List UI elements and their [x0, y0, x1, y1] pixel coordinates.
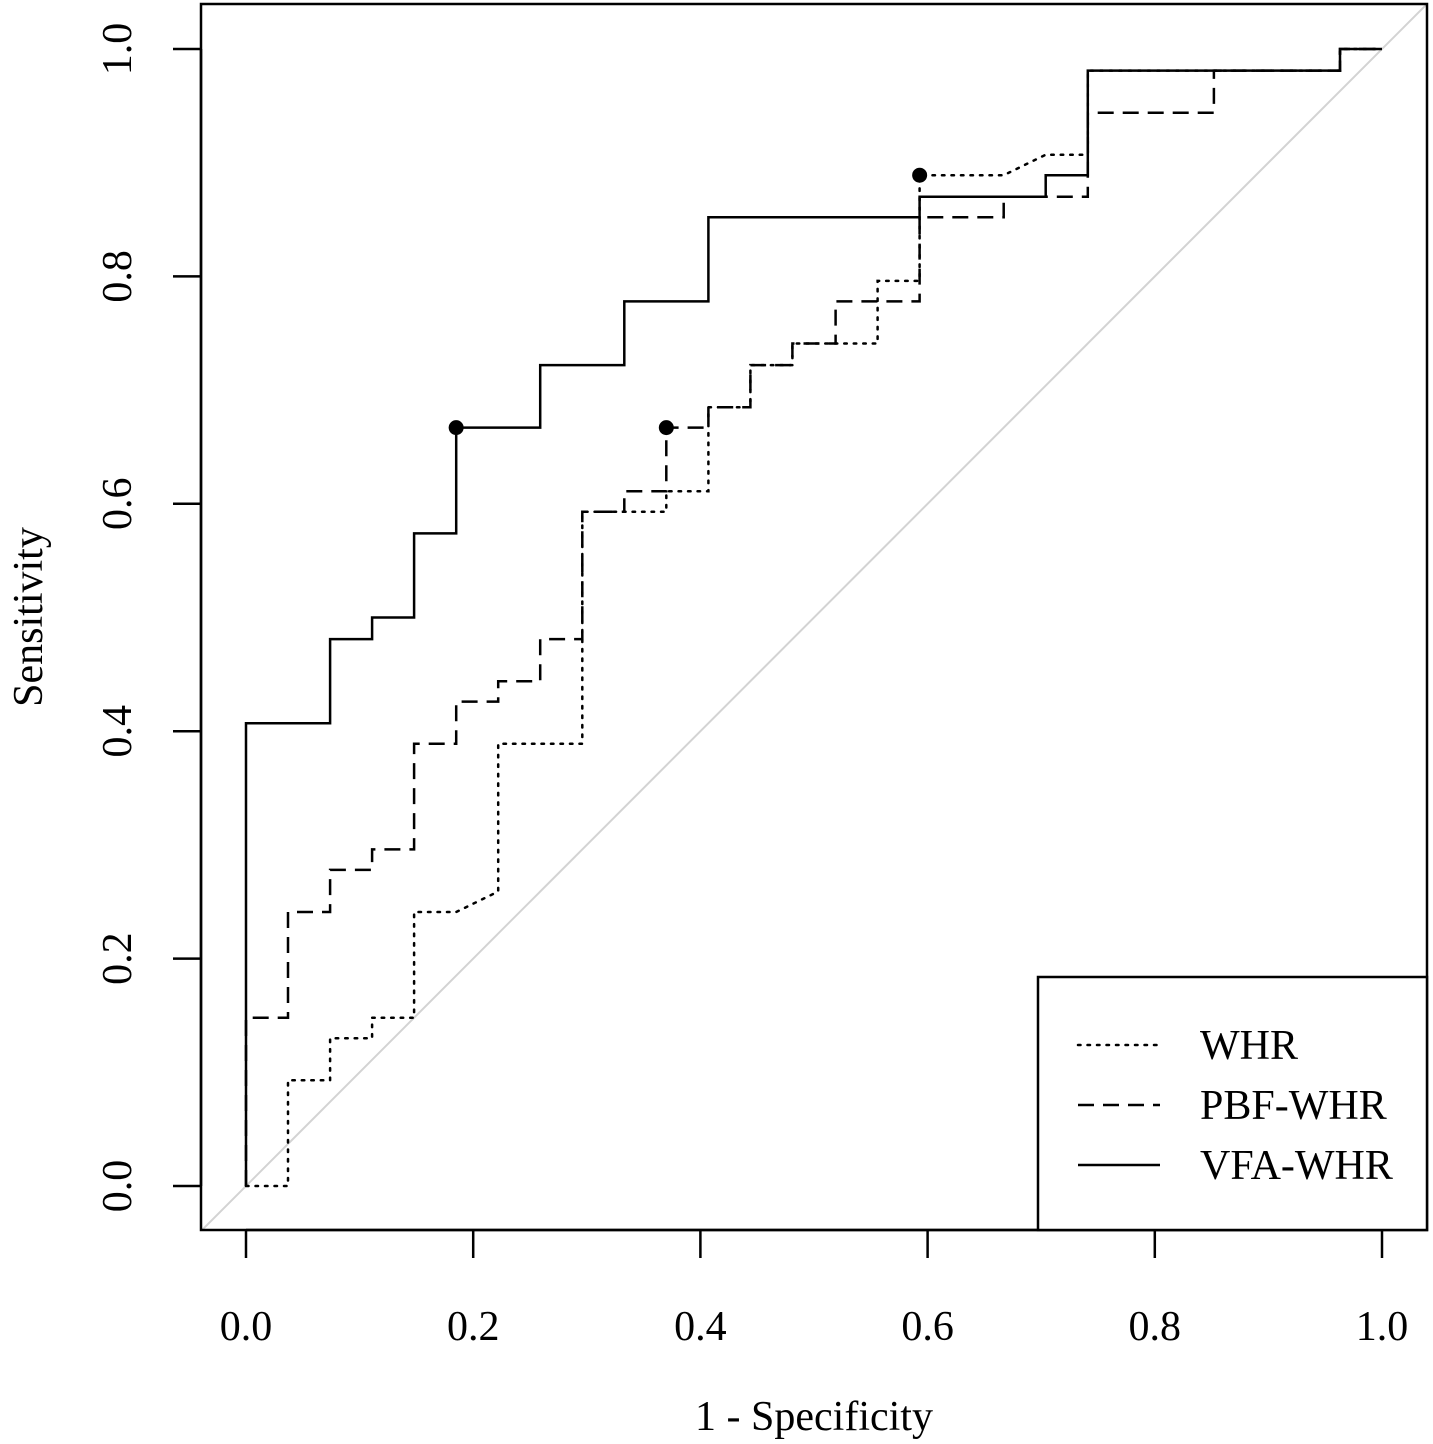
x-axis: 0.0 0.2 0.4 0.6 0.8 1.0: [220, 1228, 1409, 1350]
y-tick-label: 0.6: [95, 478, 141, 531]
cutoff-point-whr: [912, 167, 928, 183]
series-line-vfa-whr: [244, 47, 1382, 1186]
y-tick-label: 1.0: [95, 23, 141, 76]
y-axis: 0.0 0.2 0.4 0.6 0.8 1.0: [95, 23, 203, 1213]
cutoff-point-pbf-whr: [658, 420, 674, 436]
x-tick-label: 0.2: [447, 1304, 500, 1350]
y-tick-label: 0.2: [95, 932, 141, 985]
legend-label-whr: WHR: [1200, 1023, 1298, 1069]
reference-diagonal-line: [201, 4, 1427, 1230]
y-tick-label: 0.4: [95, 705, 141, 758]
y-tick-label: 0.0: [95, 1160, 141, 1213]
cutoff-point-vfa-whr: [448, 420, 464, 436]
legend: WHR PBF-WHR VFA-WHR: [1036, 975, 1429, 1232]
legend-label-vfa-whr: VFA-WHR: [1200, 1143, 1393, 1189]
y-axis-title: Sensitivity: [6, 527, 52, 707]
x-tick-label: 0.0: [220, 1304, 273, 1350]
reference-layer: [201, 4, 1427, 1230]
x-tick-label: 0.8: [1129, 1304, 1182, 1350]
series-layer: [244, 47, 1384, 1188]
y-tick-label: 0.8: [95, 250, 141, 303]
legend-label-pbf-whr: PBF-WHR: [1200, 1083, 1387, 1129]
x-tick-label: 1.0: [1356, 1304, 1409, 1350]
x-axis-title: 1 - Specificity: [695, 1394, 933, 1440]
x-tick-label: 0.6: [901, 1304, 954, 1350]
series-line-whr: [244, 47, 1384, 1188]
legend-box: [1036, 975, 1429, 1232]
x-tick-label: 0.4: [674, 1304, 727, 1350]
